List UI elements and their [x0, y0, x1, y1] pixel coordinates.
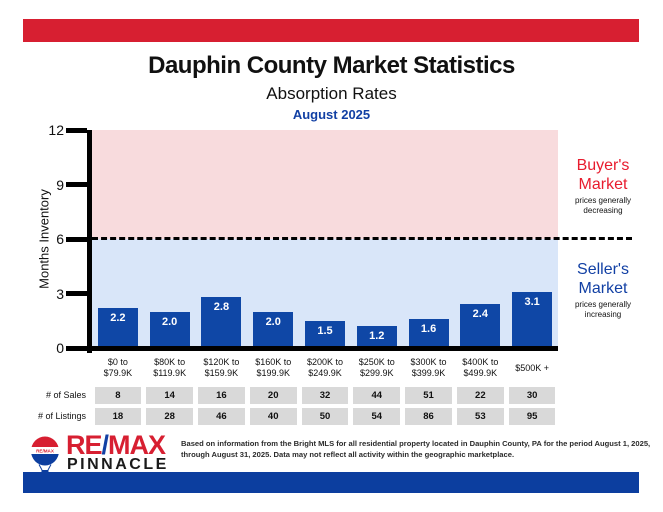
- bar: 2.0: [253, 311, 294, 348]
- report-period: August 2025: [292, 107, 371, 122]
- y-tick-label: 9: [56, 176, 64, 193]
- svg-text:RE/MAX: RE/MAX: [36, 449, 55, 454]
- sales-row-label: # of Sales: [45, 390, 86, 400]
- category-label: $300K to $399.9K: [410, 357, 447, 378]
- bar: 1.5: [305, 320, 345, 348]
- sellers-market-sub-line1: prices generally: [574, 300, 632, 309]
- x-axis-line: [87, 346, 558, 351]
- table-cell: 14: [146, 387, 194, 404]
- bar: 2.2: [97, 308, 138, 348]
- page-subtitle: Absorption Rates: [266, 84, 397, 103]
- buyers-market-title-line1: Buyer's: [576, 157, 630, 174]
- y-tick-label: 12: [48, 122, 64, 138]
- table-cell: 8: [94, 387, 142, 404]
- sellers-market-title-line1: Seller's: [577, 261, 629, 278]
- bar-value-label: 2.0: [265, 315, 281, 328]
- remax-pinnacle-logo: RE/MAX RE/MAX PINNACLE: [26, 430, 176, 475]
- y-tick: [66, 345, 87, 351]
- buyers-market-sub-line1: prices generally: [574, 196, 632, 205]
- table-cell: 40: [249, 408, 297, 425]
- bar-value-label: 3.1: [524, 295, 540, 308]
- table-cell: 95: [508, 408, 556, 425]
- sellers-market-sub-line2: increasing: [584, 310, 622, 319]
- buyers-market-annotation: Buyer's Market prices generally decreasi…: [548, 156, 658, 216]
- bar: 2.8: [201, 297, 242, 348]
- y-tick-label: 0: [56, 340, 64, 356]
- buyers-market-zone: [92, 130, 558, 239]
- buyers-market-sub-line2: decreasing: [583, 206, 623, 215]
- category-label: $200K to $249.9K: [306, 357, 343, 378]
- y-axis-title: Months Inventory: [36, 189, 52, 289]
- six-month-threshold-line: [92, 237, 632, 240]
- bar-value-label: 1.2: [369, 330, 385, 343]
- category-label: $160K to $199.9K: [255, 357, 292, 378]
- bar-value-label: 2.2: [110, 312, 126, 325]
- category-label: $400K to $499.9K: [462, 357, 499, 378]
- sellers-market-annotation: Seller's Market prices generally increas…: [548, 260, 658, 320]
- table-cell: 20: [249, 387, 297, 404]
- wordmark-pinnacle: PINNACLE: [67, 456, 169, 473]
- bar: 1.2: [356, 326, 397, 348]
- bar: 1.6: [408, 318, 449, 348]
- buyers-market-title-line2: Market: [578, 176, 628, 193]
- wordmark-re: RE: [66, 430, 103, 460]
- y-tick: [66, 236, 87, 242]
- bottom-blue-band: [23, 472, 639, 493]
- y-tick: [66, 291, 87, 296]
- disclaimer-text: Based on information from the Bright MLS…: [181, 439, 651, 459]
- listings-row-label: # of Listings: [37, 411, 86, 421]
- table-cell: 51: [405, 387, 452, 404]
- table-cell: 32: [301, 387, 349, 404]
- y-axis-line: [87, 130, 92, 353]
- y-tick-label: 3: [56, 285, 64, 302]
- category-label: $0 to $79.9K: [103, 357, 133, 378]
- remax-balloon-icon: RE/MAX: [31, 436, 59, 475]
- table-cell: 53: [456, 408, 504, 425]
- table-cell: 44: [353, 387, 401, 404]
- bar: 2.4: [460, 304, 501, 348]
- bar-chart-plot: 2.2 2.0 2.8 2.0 1.5 1.2 1.6 2.4 3.1: [92, 130, 558, 348]
- table-cell: 28: [146, 408, 194, 425]
- remax-wordmark: RE/MAX: [66, 430, 166, 461]
- bar: 3.1: [512, 291, 553, 348]
- category-label: $500K +: [515, 362, 549, 373]
- category-label: $120K to $159.9K: [203, 357, 240, 378]
- bar-value-label: 2.4: [472, 308, 488, 321]
- table-cell: 86: [405, 408, 452, 425]
- y-tick-label: 6: [56, 231, 64, 247]
- wordmark-slash: /: [101, 430, 109, 460]
- y-tick: [66, 127, 87, 133]
- table-cell: 16: [198, 387, 245, 404]
- page-title: Dauphin County Market Statistics: [148, 52, 515, 79]
- table-cell: 50: [301, 408, 349, 425]
- sellers-market-title-line2: Market: [578, 280, 628, 297]
- y-tick: [66, 182, 87, 187]
- bar-value-label: 1.5: [317, 324, 333, 337]
- top-red-band: [23, 19, 639, 42]
- table-cell: 22: [456, 387, 504, 404]
- table-cell: 18: [94, 408, 142, 425]
- table-cell: 30: [508, 387, 556, 404]
- category-label: $80K to $119.9K: [153, 357, 187, 378]
- category-label: $250K to $299.9K: [358, 357, 395, 378]
- bar-value-label: 1.6: [420, 322, 437, 335]
- table-cell: 46: [198, 408, 245, 425]
- wordmark-max: MAX: [108, 430, 166, 460]
- bar: 2.0: [149, 311, 190, 348]
- bar-value-label: 2.8: [213, 301, 230, 314]
- bar-value-label: 2.0: [162, 315, 178, 328]
- table-cell: 54: [353, 408, 401, 425]
